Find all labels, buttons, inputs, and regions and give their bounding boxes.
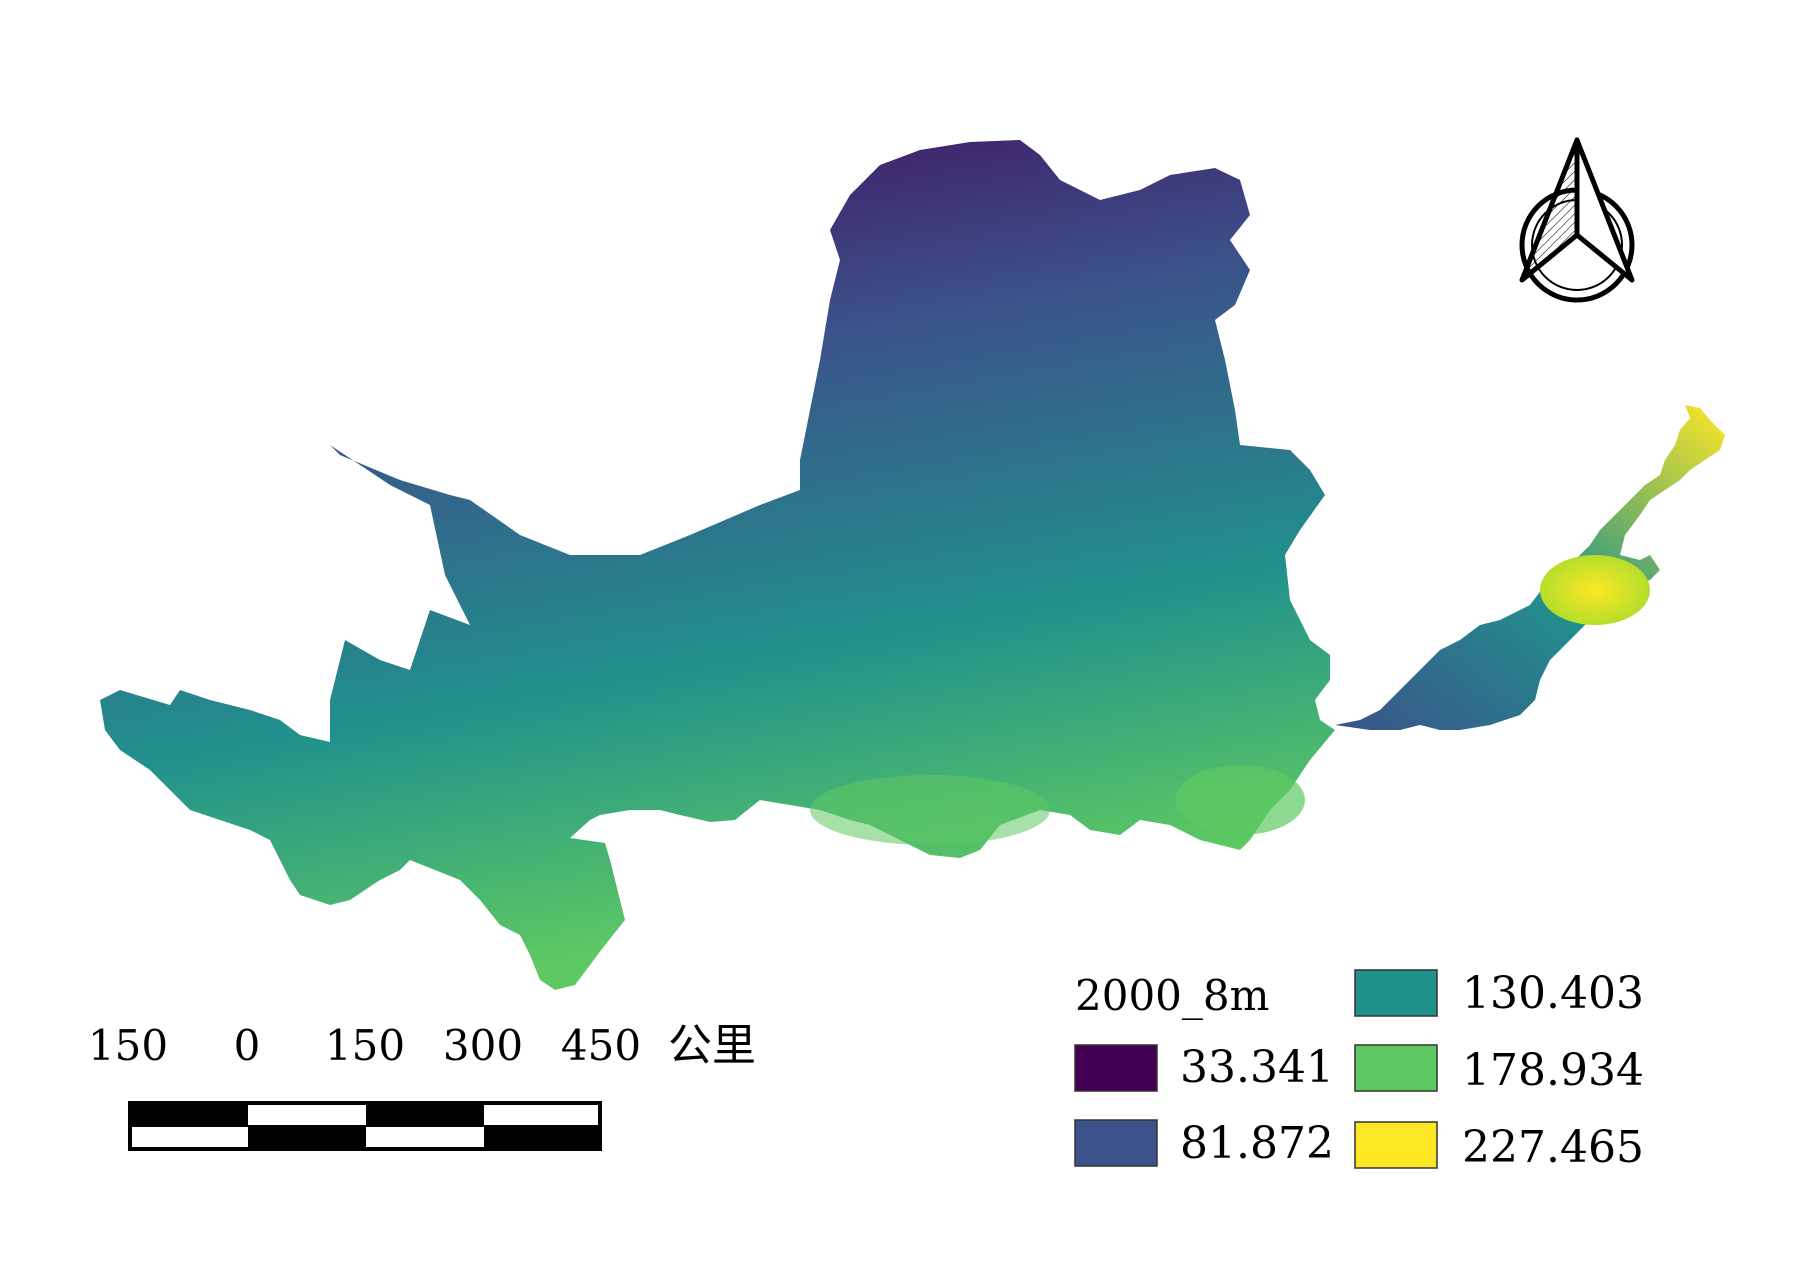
scale-bar: 150 0 150 300 450 公里 — [88, 1020, 756, 1151]
basin-region — [100, 140, 1725, 990]
basin-high-value-patch — [1540, 555, 1650, 625]
basin-east-arm — [1335, 405, 1725, 730]
scale-label-3: 300 — [443, 1021, 523, 1070]
legend-swatch-0 — [1074, 1044, 1158, 1092]
legend-title: 2000_8m — [1075, 971, 1269, 1020]
scale-label-4: 450 — [561, 1021, 641, 1070]
legend-label-3: 178.934 — [1462, 1045, 1644, 1096]
basin-south-green-patch — [810, 775, 1050, 845]
legend-swatch-3 — [1354, 1044, 1438, 1092]
basin-main-shape — [100, 140, 1335, 990]
legend: 2000_8m 33.341 81.872 130.403 178.934 22… — [1074, 968, 1644, 1173]
scale-label-1: 0 — [234, 1021, 261, 1070]
legend-label-1: 81.872 — [1180, 1118, 1334, 1169]
scale-label-0: 150 — [88, 1021, 168, 1070]
north-arrow-icon — [1519, 137, 1635, 303]
legend-label-0: 33.341 — [1180, 1042, 1334, 1093]
legend-swatch-4 — [1354, 1121, 1438, 1169]
legend-swatch-1 — [1074, 1119, 1158, 1167]
legend-swatch-2 — [1354, 969, 1438, 1017]
scale-label-2: 150 — [325, 1021, 405, 1070]
basin-southeast-green-patch — [1175, 765, 1305, 835]
legend-label-2: 130.403 — [1462, 968, 1644, 1019]
scale-unit: 公里 — [668, 1020, 756, 1071]
scale-bar-segments — [128, 1101, 602, 1151]
legend-label-4: 227.465 — [1462, 1122, 1644, 1173]
